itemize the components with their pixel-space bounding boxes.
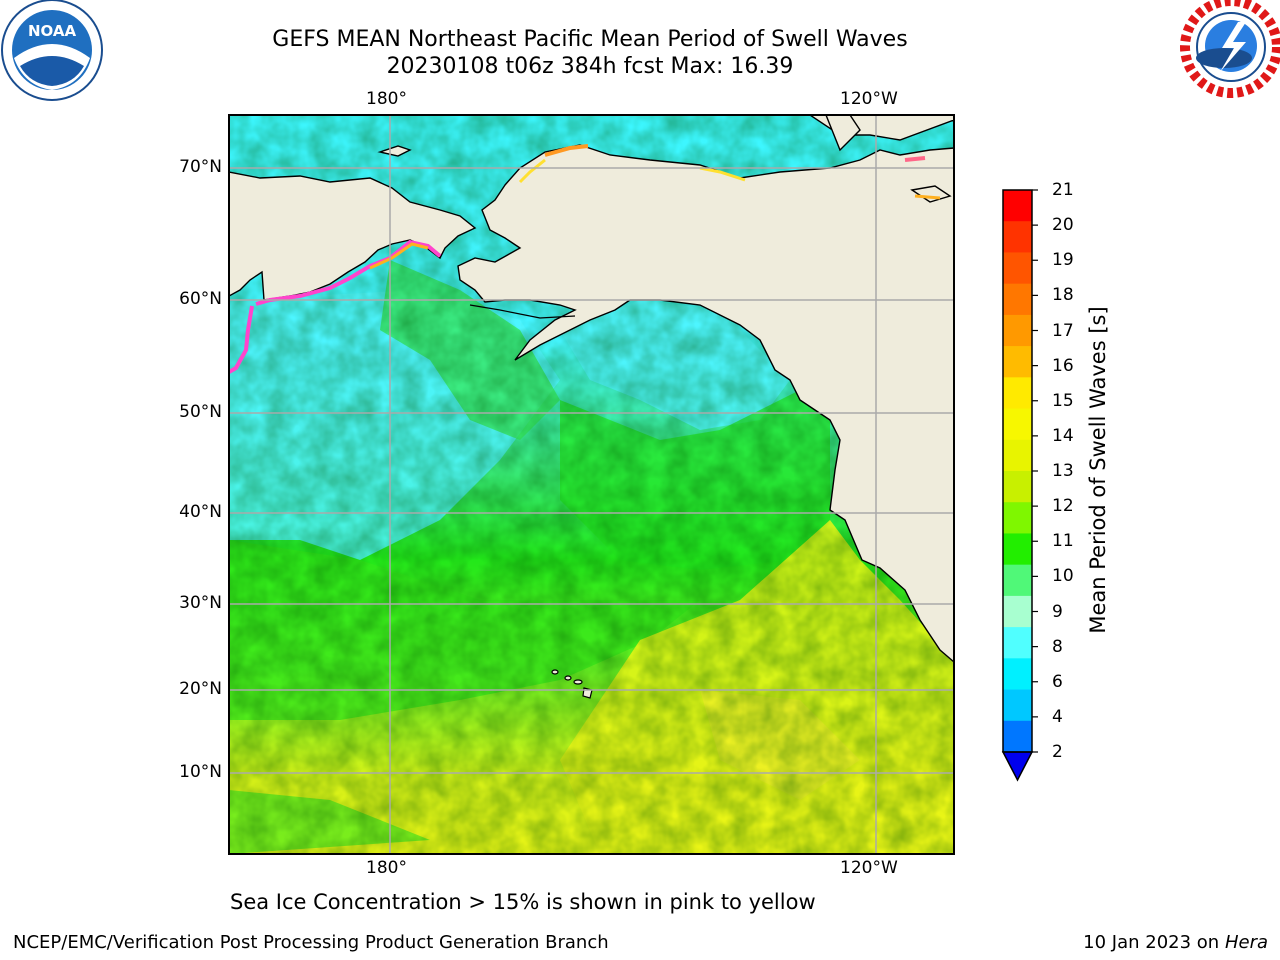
- lon-label-bottom-180: 180°: [366, 858, 407, 878]
- colorbar-bin: [1003, 346, 1032, 378]
- sea-ice-edge-orange: [369, 242, 429, 270]
- colorbar-tick-label: 21: [1052, 180, 1074, 200]
- colorbar-tick-label: 8: [1052, 636, 1063, 657]
- lon-label-top-120w: 120°W: [840, 89, 898, 109]
- arctic-island: [825, 115, 861, 152]
- lon-label-bottom-120w: 120°W: [840, 858, 898, 878]
- swell-period-field: [229, 115, 954, 854]
- sea-ice-edge-beaufort: [699, 166, 746, 182]
- colorbar-bin: [1003, 533, 1032, 566]
- footer-date: 10 Jan 2023 on Hera: [1083, 932, 1268, 953]
- colorbar-tick-label: 6: [1052, 671, 1063, 692]
- sea-ice-note: Sea Ice Concentration > 15% is shown in …: [230, 890, 816, 914]
- sea-ice-edge-chukchi: [544, 144, 589, 157]
- colorbar-tick-label: 16: [1052, 355, 1074, 376]
- colorbar-bin: [1003, 377, 1032, 410]
- colorbar: [1001, 189, 1038, 782]
- colorbar-bin: [1003, 314, 1032, 347]
- colorbar-bin: [1003, 283, 1032, 316]
- colorbar-tick-label: 11: [1052, 531, 1074, 552]
- graticule: [229, 115, 954, 854]
- colorbar-label: Mean Period of Swell Waves [s]: [1086, 306, 1110, 634]
- colorbar-bin: [1003, 564, 1032, 597]
- footer-organization: NCEP/EMC/Verification Post Processing Pr…: [13, 932, 609, 953]
- colorbar-bin: [1003, 252, 1032, 285]
- wrangel-island: [377, 145, 412, 157]
- noaa-logo-text: NOAA: [28, 22, 77, 40]
- colorbar-bin: [1003, 689, 1032, 722]
- colorbar-bin: [1003, 627, 1032, 659]
- lat-label-30n: 30°N: [179, 593, 222, 613]
- lat-label-60n: 60°N: [179, 289, 222, 309]
- map-title: GEFS MEAN Northeast Pacific Mean Period …: [272, 27, 908, 52]
- colorbar-tick-label: 14: [1052, 425, 1074, 446]
- colorbar-bin: [1003, 221, 1032, 253]
- footer-host: Hera: [1224, 932, 1268, 953]
- colorbar-tick-label: 10: [1052, 566, 1074, 587]
- aleutian-islands: [469, 304, 576, 319]
- footer-date-text: 10 Jan 2023 on: [1083, 932, 1220, 953]
- lat-label-40n: 40°N: [179, 502, 222, 522]
- colorbar-bin: [1003, 190, 1032, 222]
- colorbar-bin: [1003, 408, 1032, 441]
- noaa-logo-icon: NOAA: [1, 0, 103, 101]
- lon-label-top-180: 180°: [366, 89, 407, 109]
- colorbar-bin: [1003, 595, 1032, 628]
- colorbar-tick-label: 9: [1052, 601, 1063, 622]
- national-weather-service-logo-icon: [1180, 0, 1280, 98]
- colorbar-tick-label: 17: [1052, 320, 1074, 341]
- colorbar-tick-label: 19: [1052, 250, 1074, 271]
- colorbar-bin: [1003, 502, 1032, 534]
- colorbar-bin: [1003, 439, 1032, 472]
- lat-label-70n: 70°N: [179, 157, 222, 177]
- lat-label-10n: 10°N: [179, 762, 222, 782]
- colorbar-tick-label: 4: [1052, 706, 1063, 727]
- sea-ice-edge-bering: [255, 239, 442, 306]
- colorbar-bin: [1003, 471, 1032, 503]
- colorbar-tick-label: 18: [1052, 285, 1074, 306]
- colorbar-bin: [1003, 658, 1032, 691]
- lat-label-50n: 50°N: [179, 402, 222, 422]
- colorbar-tick-label: 15: [1052, 390, 1074, 411]
- lat-label-20n: 20°N: [179, 679, 222, 699]
- colorbar-tick-label: 12: [1052, 496, 1074, 517]
- colorbar-bin: [1003, 720, 1032, 753]
- colorbar-tick-label: 20: [1052, 215, 1074, 236]
- colorbar-extend-arrow: [1001, 751, 1034, 782]
- north-america-land: [457, 115, 954, 663]
- map-frame: [228, 114, 955, 855]
- sea-ice-edge-kamchatka: [229, 305, 254, 374]
- colorbar-tick-label: 13: [1052, 461, 1074, 481]
- colorbar-tick-label: 2: [1052, 742, 1063, 762]
- map-subtitle: 20230108 t06z 384h fcst Max: 16.39: [386, 54, 794, 79]
